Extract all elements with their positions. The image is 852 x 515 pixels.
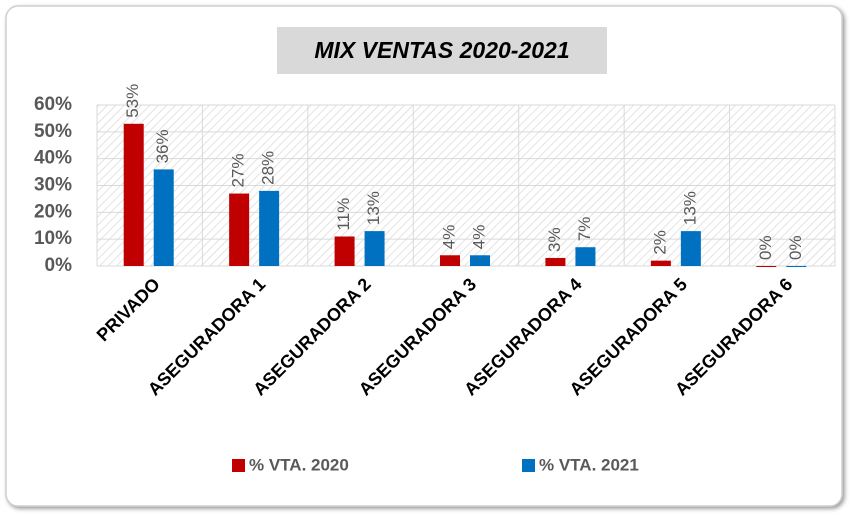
y-tick-label: 60% (34, 94, 72, 115)
bar (440, 255, 460, 266)
bar (545, 257, 566, 266)
bar (334, 236, 355, 266)
data-label: 2% (650, 230, 669, 255)
y-tick-label: 10% (34, 228, 72, 249)
data-label: 13% (680, 191, 699, 225)
bar (680, 231, 701, 266)
bar (123, 123, 144, 267)
data-label: 4% (439, 225, 458, 250)
data-label: 36% (153, 129, 172, 163)
legend-swatch (522, 459, 535, 472)
bar (575, 247, 596, 266)
bar (756, 266, 777, 267)
data-label: 13% (364, 191, 383, 225)
bar (786, 266, 807, 267)
bar (470, 255, 490, 266)
y-tick-label: 50% (34, 121, 72, 142)
data-label: 0% (786, 235, 805, 260)
bar (364, 231, 385, 266)
legend-label: % VTA. 2020 (249, 455, 349, 474)
y-tick-label: 40% (34, 148, 72, 169)
data-label: 11% (334, 198, 353, 231)
title-box (277, 27, 607, 74)
bar (650, 260, 671, 266)
chart-title: MIX VENTAS 2020-2021 (314, 37, 569, 63)
y-tick-label: 20% (34, 201, 72, 222)
data-label: 28% (259, 151, 278, 185)
bar (153, 169, 174, 266)
data-label: 4% (469, 225, 488, 250)
bar (259, 190, 280, 266)
bar (229, 193, 250, 266)
legend-label: % VTA. 2021 (539, 455, 639, 474)
data-label: 3% (545, 227, 564, 252)
data-label: 7% (575, 217, 594, 242)
data-label: 27% (229, 154, 248, 188)
data-label: 0% (756, 235, 775, 260)
data-label: 53% (123, 84, 142, 118)
legend-swatch (232, 459, 245, 472)
y-tick-label: 0% (45, 255, 73, 276)
y-tick-label: 30% (34, 175, 72, 196)
